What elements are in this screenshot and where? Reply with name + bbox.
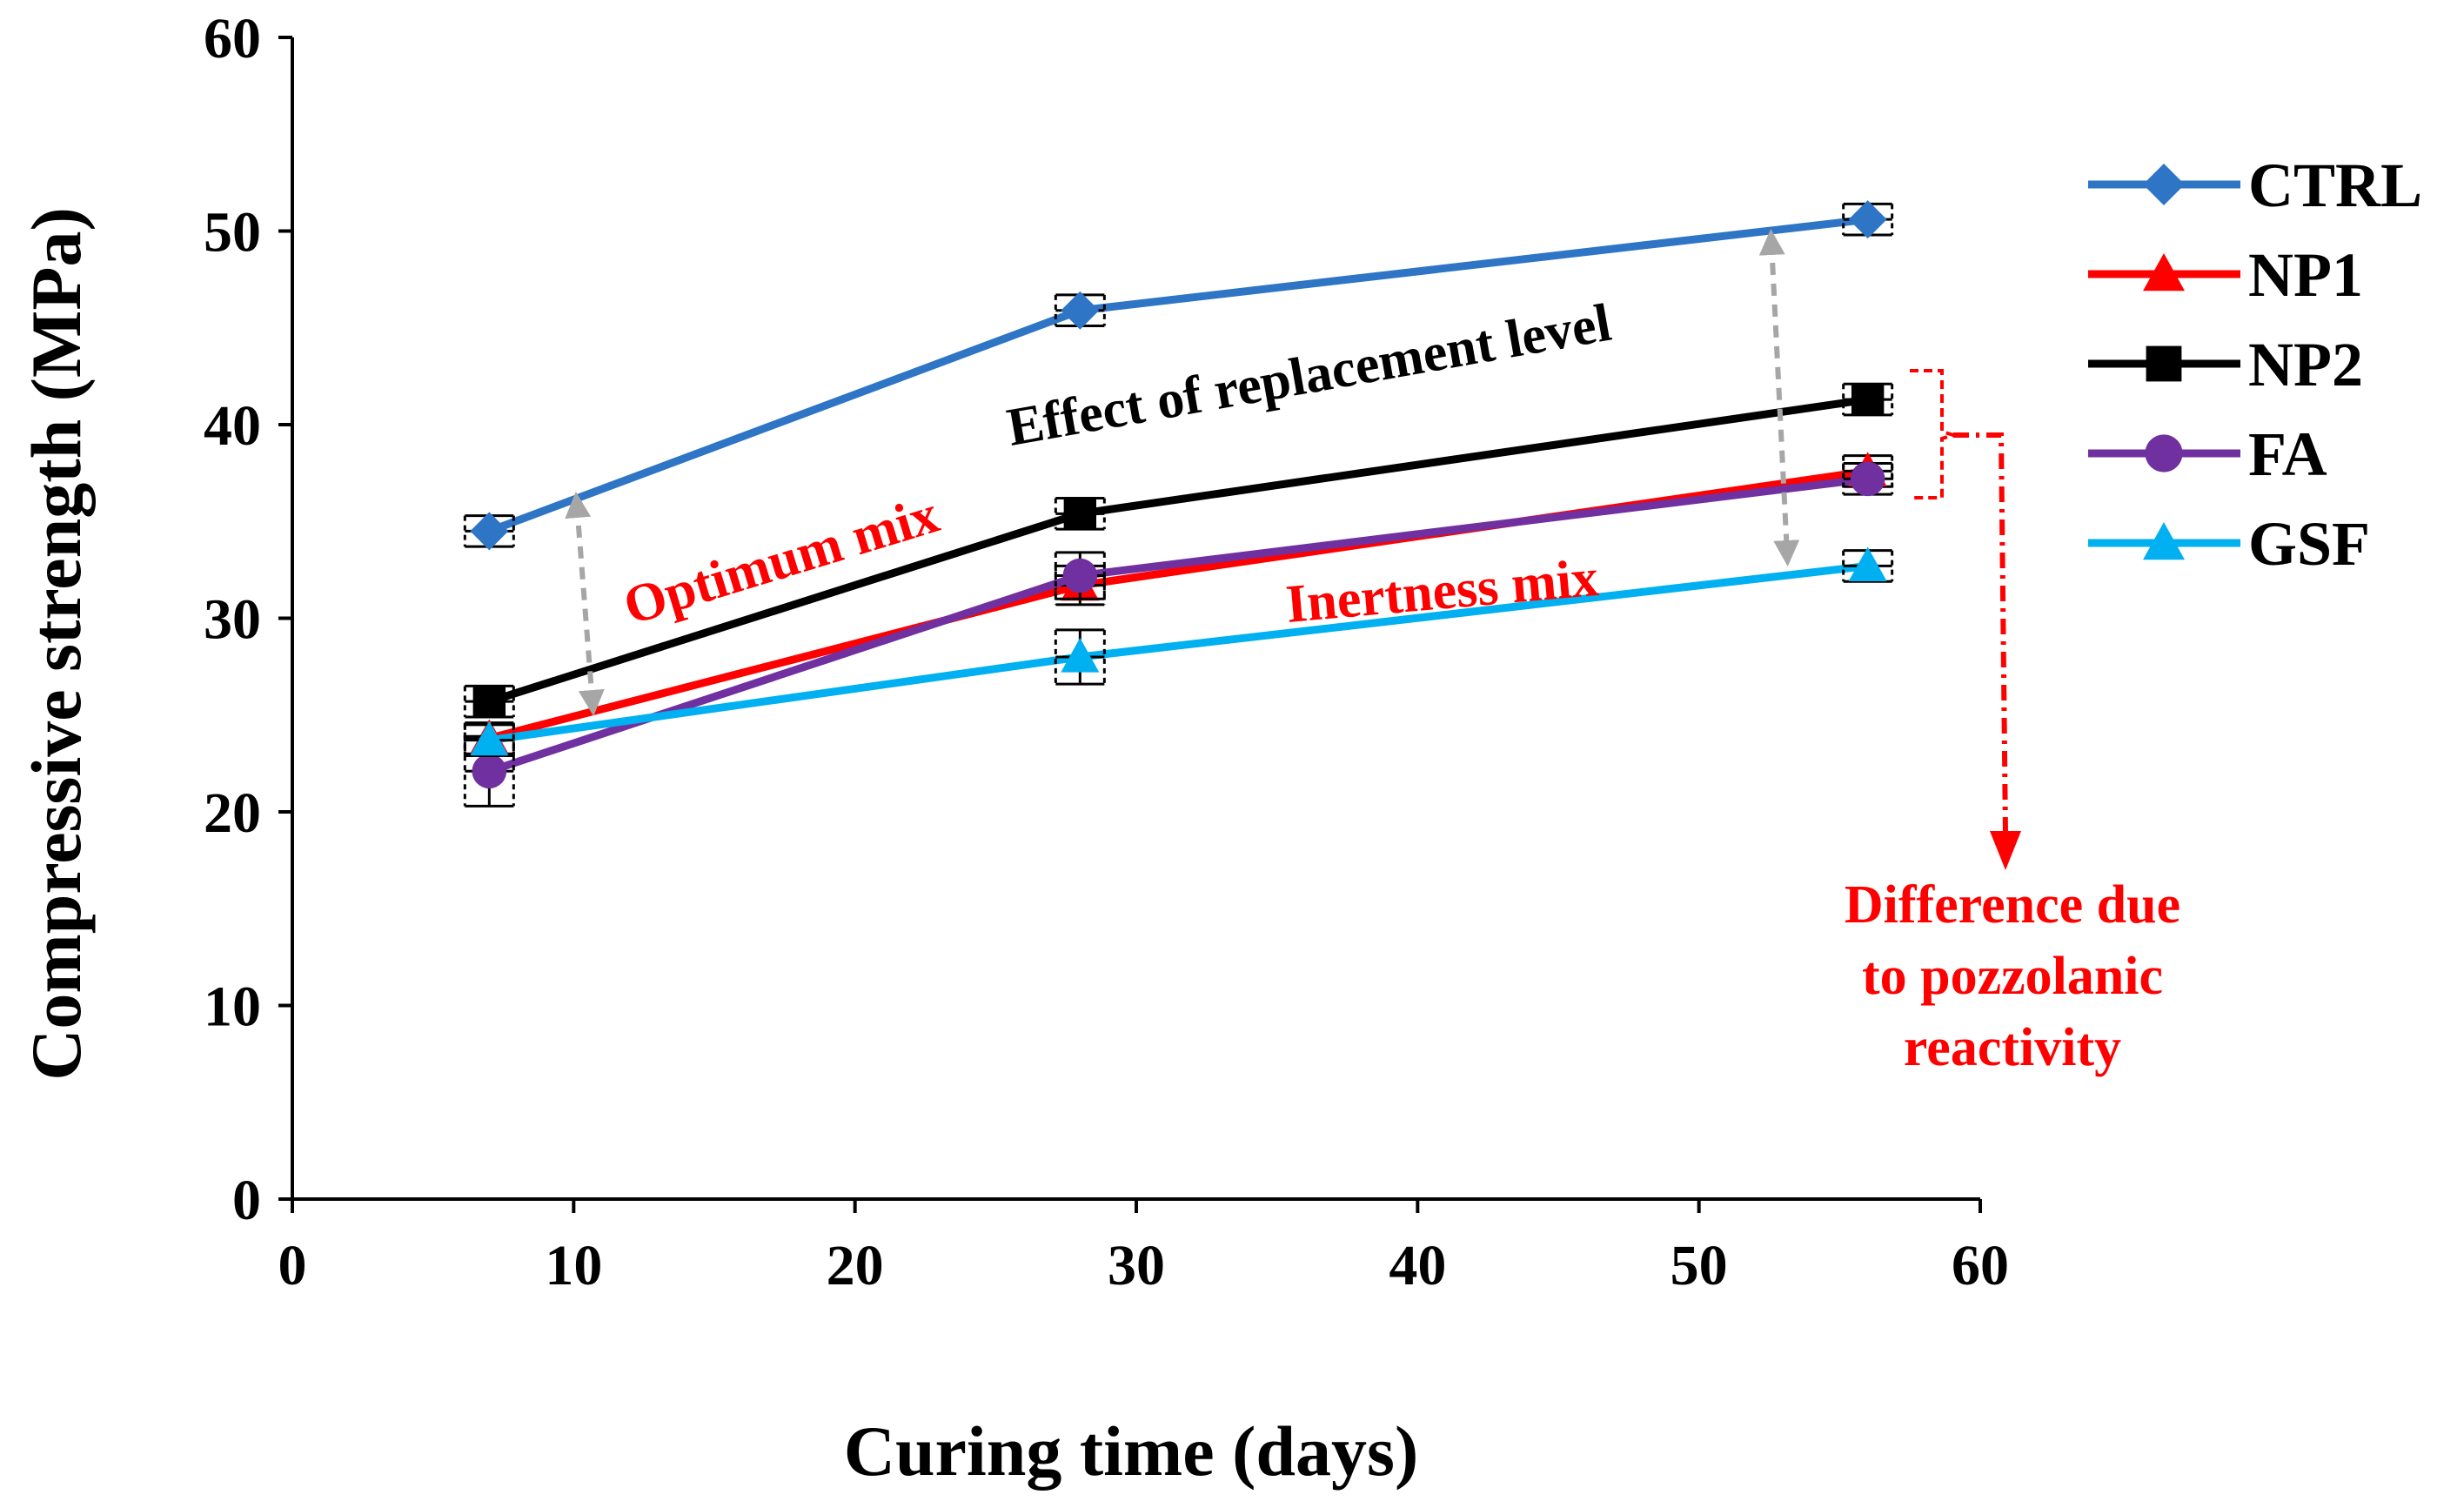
y-tick-label: 40 — [204, 394, 261, 458]
inertness-mix-label: Inertness mix — [1283, 548, 1600, 634]
data-point-ctrl — [470, 512, 509, 551]
legend-marker-np1 — [2143, 253, 2185, 292]
series-fa — [463, 461, 1894, 808]
legend-label-fa: FA — [2248, 419, 2327, 489]
data-point-gsf — [1061, 638, 1100, 673]
series-np2 — [463, 382, 1894, 719]
pozzolanic-bracket — [1910, 369, 1959, 499]
data-point-np2 — [1063, 497, 1097, 531]
data-point-ctrl — [1061, 291, 1100, 330]
pozzolanic-label-line3: reactivity — [1904, 1018, 2121, 1077]
data-point-fa — [1850, 461, 1885, 497]
pozzolanic-label-line1: Difference due — [1845, 875, 2180, 935]
x-tick-label: 10 — [545, 1234, 602, 1297]
x-tick-label: 30 — [1108, 1234, 1165, 1297]
optimum-mix-label: Optimum mix — [617, 485, 945, 636]
y-tick-label: 10 — [204, 975, 261, 1039]
x-tick-label: 0 — [278, 1234, 307, 1297]
legend-marker-fa — [2145, 434, 2183, 473]
series-line-np2 — [487, 395, 1869, 706]
legend-item-np2: NP2 — [2088, 330, 2363, 399]
pozzolanic-arrow-line — [1953, 432, 2008, 834]
legend-label-gsf: GSF — [2248, 509, 2370, 579]
legend-item-fa: FA — [2088, 419, 2327, 489]
data-point-gsf — [470, 720, 509, 756]
series-line-fa — [487, 474, 1869, 775]
x-tick-label: 40 — [1389, 1234, 1446, 1297]
y-tick-label: 60 — [204, 7, 261, 70]
y-ticks: 0 10 20 30 40 50 60 — [204, 7, 292, 1232]
y-tick-label: 30 — [204, 588, 261, 652]
legend-item-ctrl: CTRL — [2088, 151, 2422, 220]
y-axis-title: Compressive strength (MPa) — [17, 207, 96, 1081]
legend-marker-ctrl — [2143, 164, 2185, 205]
data-point-np2 — [1851, 383, 1885, 416]
data-point-fa — [472, 754, 507, 789]
x-tick-label: 60 — [1952, 1234, 2009, 1297]
y-tick-label: 0 — [232, 1169, 261, 1232]
series-layer — [463, 200, 1894, 808]
x-axis-title: Curing time (days) — [844, 1411, 1419, 1491]
series-gsf — [463, 546, 1894, 757]
data-point-fa — [1062, 558, 1098, 593]
replacement-level-arrow-right — [1758, 229, 1800, 566]
replacement-level-label: Effect of replacement level — [1003, 293, 1616, 458]
y-tick-label: 50 — [204, 201, 261, 265]
pozzolanic-arrow-head — [1990, 831, 2021, 870]
legend: CTRL NP1 NP2 FA GSF — [2088, 151, 2422, 579]
y-tick-label: 20 — [204, 781, 261, 845]
series-ctrl — [463, 200, 1894, 551]
legend-label-np2: NP2 — [2248, 330, 2363, 399]
legend-item-np1: NP1 — [2088, 240, 2363, 310]
data-point-ctrl — [1848, 200, 1887, 239]
pozzolanic-label-line2: to pozzolanic — [1862, 947, 2163, 1006]
data-point-gsf — [1848, 546, 1887, 582]
legend-label-np1: NP1 — [2248, 240, 2363, 310]
data-point-np2 — [472, 685, 506, 718]
legend-marker-gsf — [2143, 522, 2185, 560]
legend-label-ctrl: CTRL — [2248, 151, 2422, 220]
legend-item-gsf: GSF — [2088, 509, 2370, 579]
x-tick-label: 20 — [827, 1234, 884, 1297]
x-tick-label: 50 — [1671, 1234, 1728, 1297]
x-ticks: 0 10 20 30 40 50 60 — [278, 1199, 2009, 1297]
legend-marker-np2 — [2146, 345, 2182, 382]
